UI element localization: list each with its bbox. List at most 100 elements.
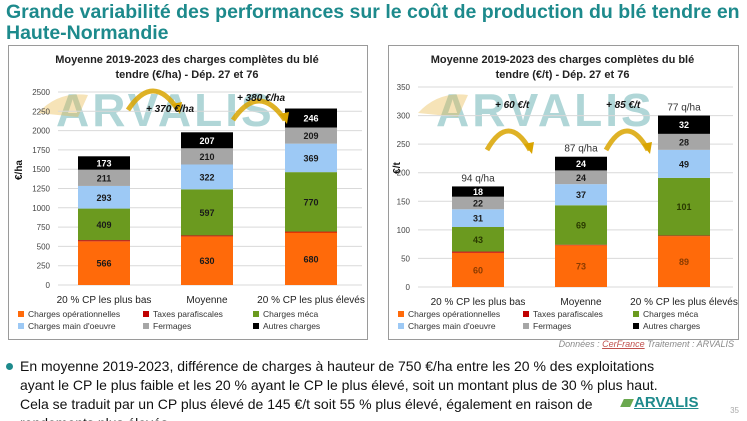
bar-segment-charges-op-rationnelles <box>78 241 130 285</box>
legend-label: Autres charges <box>643 321 700 331</box>
data-label: 770 <box>303 197 318 207</box>
data-label: 369 <box>303 153 318 163</box>
y-tick-label: 0 <box>406 283 411 292</box>
legend-swatch <box>18 311 24 317</box>
bar-segment-fermages <box>555 170 607 185</box>
y-tick-label: 2500 <box>32 88 50 97</box>
bar-segment-charges-op-rationnelles <box>181 236 233 285</box>
bar-segment-charges-m-ca <box>452 227 504 252</box>
bar-top-label: 77 q/ha <box>667 103 701 114</box>
arrowhead-icon <box>524 142 534 154</box>
y-tick-label: 750 <box>37 223 51 232</box>
data-label: 73 <box>576 262 586 272</box>
data-label: 32 <box>679 120 689 130</box>
legend-swatch <box>523 323 529 329</box>
increase-annotation: + 380 €/ha <box>237 93 286 104</box>
data-label: 37 <box>576 190 586 200</box>
x-category-label: Moyenne <box>186 295 228 306</box>
bar-segment-charges-main-d-oeuvre <box>78 185 130 209</box>
bullet-text: En moyenne 2019-2023, différence de char… <box>6 357 660 421</box>
bar-segment-taxes-parafiscales <box>555 244 607 246</box>
y-tick-label: 1000 <box>32 204 50 213</box>
y-tick-label: 50 <box>401 254 410 263</box>
arrowhead-icon <box>172 102 182 114</box>
legend-label: Taxes parafiscales <box>533 309 603 319</box>
data-label: 43 <box>473 235 483 245</box>
x-category-label: 20 % CP les plus élevés <box>257 295 365 306</box>
y-tick-label: 250 <box>397 140 411 149</box>
legend-swatch <box>633 323 639 329</box>
source-link[interactable]: CerFrance <box>602 339 645 349</box>
legend-swatch <box>18 323 24 329</box>
y-tick-label: 1250 <box>32 185 50 194</box>
data-label: 69 <box>576 221 586 231</box>
x-category-label: 20 % CP les plus bas <box>57 295 152 306</box>
legend-label: Taxes parafiscales <box>153 309 223 319</box>
legend-swatch <box>398 323 404 329</box>
data-label: 101 <box>676 202 691 212</box>
bar-segment-charges-main-d-oeuvre <box>452 209 504 227</box>
data-label: 566 <box>96 259 111 269</box>
legend-swatch <box>633 311 639 317</box>
data-label: 22 <box>473 199 483 209</box>
legend-swatch <box>143 311 149 317</box>
bar-segment-taxes-parafiscales <box>78 240 130 242</box>
data-label: 597 <box>199 208 214 218</box>
bar-segment-charges-main-d-oeuvre <box>181 164 233 190</box>
curved-arrow-icon <box>230 98 288 122</box>
data-label: 680 <box>303 254 318 264</box>
data-label: 630 <box>199 256 214 266</box>
bar-top-label: 87 q/ha <box>564 144 598 155</box>
bar-segment-charges-op-rationnelles <box>555 245 607 287</box>
legend-swatch <box>253 323 259 329</box>
y-tick-label: 1750 <box>32 146 50 155</box>
y-tick-label: 0 <box>46 281 51 290</box>
data-label: 211 <box>97 173 112 183</box>
logo-leaf-icon <box>620 399 634 407</box>
data-label: 409 <box>96 220 111 230</box>
data-label: 24 <box>576 173 586 183</box>
y-tick-label: 2000 <box>32 127 50 136</box>
legend-label: Autres charges <box>263 321 320 331</box>
bar-top-label: 94 q/ha <box>461 173 495 184</box>
bar-segment-charges-m-ca <box>78 208 130 241</box>
bar-segment-taxes-parafiscales <box>285 231 337 233</box>
legend-swatch <box>398 311 404 317</box>
y-tick-label: 200 <box>397 169 411 178</box>
y-axis-label: €/ha <box>14 160 25 180</box>
bar-segment-taxes-parafiscales <box>658 235 710 237</box>
bar-segment-autres-charges <box>181 132 233 149</box>
data-label: 209 <box>303 131 318 141</box>
bar-segment-charges-main-d-oeuvre <box>555 184 607 206</box>
arvalis-logo: ARVALIS <box>620 394 698 411</box>
y-axis-label: €/t <box>392 161 403 173</box>
bar-segment-charges-main-d-oeuvre <box>658 149 710 178</box>
bar-segment-charges-m-ca <box>555 205 607 245</box>
y-tick-label: 2250 <box>32 107 50 116</box>
y-tick-label: 500 <box>37 242 51 251</box>
bar-segment-autres-charges <box>78 156 130 170</box>
bar-segment-fermages <box>78 169 130 186</box>
x-category-label: Moyenne <box>560 297 602 308</box>
y-tick-label: 1500 <box>32 165 50 174</box>
chart-title-line2: tendre (€/t) - Dép. 27 et 76 <box>496 69 630 81</box>
bar-segment-charges-m-ca <box>658 177 710 236</box>
data-label: 173 <box>96 158 111 168</box>
bar-segment-autres-charges <box>285 108 337 128</box>
legend-label: Charges main d'oeuvre <box>408 321 496 331</box>
legend-label: Fermages <box>533 321 571 331</box>
chart-title-line2: tendre (€/ha) - Dép. 27 et 76 <box>115 69 258 81</box>
data-label: 207 <box>199 136 214 146</box>
bar-segment-fermages <box>181 148 233 165</box>
bar-segment-fermages <box>285 127 337 144</box>
bar-segment-charges-op-rationnelles <box>658 236 710 287</box>
chart-title-line1: Moyenne 2019-2023 des charges complètes … <box>431 54 695 66</box>
bar-segment-fermages <box>658 133 710 150</box>
bar-segment-charges-m-ca <box>285 172 337 232</box>
legend-swatch <box>253 311 259 317</box>
bar-segment-charges-op-rationnelles <box>452 252 504 287</box>
legend-label: Charges méca <box>263 309 319 319</box>
data-label: 28 <box>679 137 689 147</box>
